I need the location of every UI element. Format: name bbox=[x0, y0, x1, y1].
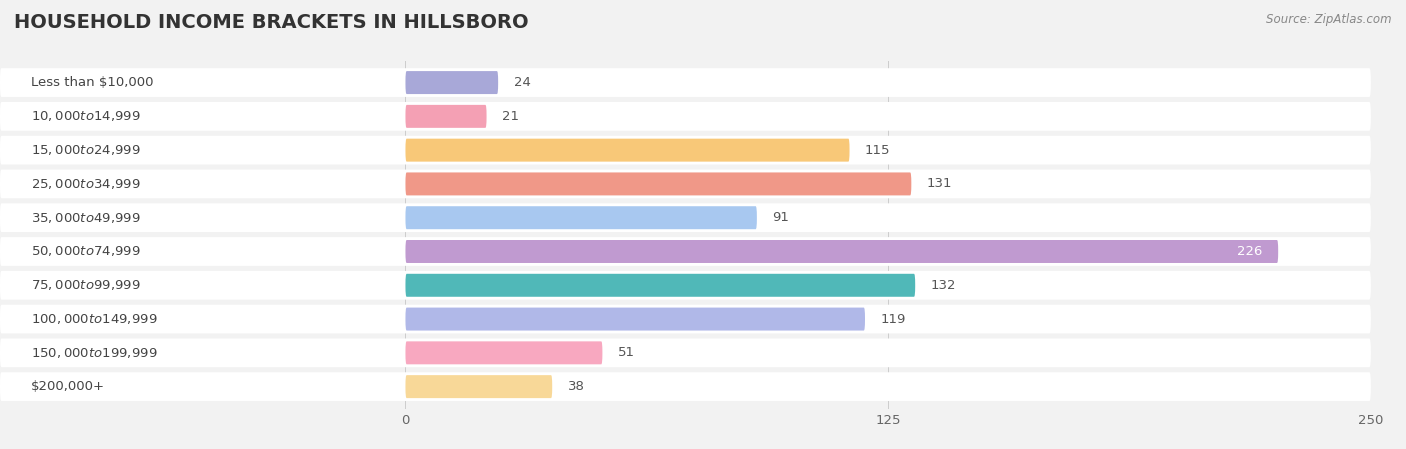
FancyBboxPatch shape bbox=[405, 341, 602, 364]
Text: 226: 226 bbox=[1237, 245, 1263, 258]
FancyBboxPatch shape bbox=[0, 339, 1371, 367]
Text: 91: 91 bbox=[772, 211, 789, 224]
FancyBboxPatch shape bbox=[405, 308, 865, 330]
FancyBboxPatch shape bbox=[0, 68, 1371, 97]
Text: 131: 131 bbox=[927, 177, 952, 190]
Text: HOUSEHOLD INCOME BRACKETS IN HILLSBORO: HOUSEHOLD INCOME BRACKETS IN HILLSBORO bbox=[14, 13, 529, 32]
FancyBboxPatch shape bbox=[405, 206, 756, 229]
Text: $200,000+: $200,000+ bbox=[31, 380, 105, 393]
Text: 132: 132 bbox=[931, 279, 956, 292]
FancyBboxPatch shape bbox=[405, 172, 911, 195]
Text: $25,000 to $34,999: $25,000 to $34,999 bbox=[31, 177, 141, 191]
Text: 38: 38 bbox=[568, 380, 585, 393]
Text: $35,000 to $49,999: $35,000 to $49,999 bbox=[31, 211, 141, 224]
FancyBboxPatch shape bbox=[0, 372, 1371, 401]
Text: 21: 21 bbox=[502, 110, 519, 123]
Text: $150,000 to $199,999: $150,000 to $199,999 bbox=[31, 346, 157, 360]
Text: $10,000 to $14,999: $10,000 to $14,999 bbox=[31, 110, 141, 123]
FancyBboxPatch shape bbox=[405, 274, 915, 297]
FancyBboxPatch shape bbox=[0, 271, 1371, 299]
Text: Less than $10,000: Less than $10,000 bbox=[31, 76, 153, 89]
FancyBboxPatch shape bbox=[405, 240, 1278, 263]
FancyBboxPatch shape bbox=[405, 105, 486, 128]
Text: Source: ZipAtlas.com: Source: ZipAtlas.com bbox=[1267, 13, 1392, 26]
Text: 115: 115 bbox=[865, 144, 890, 157]
FancyBboxPatch shape bbox=[0, 203, 1371, 232]
FancyBboxPatch shape bbox=[0, 102, 1371, 131]
Text: 119: 119 bbox=[880, 313, 905, 326]
Text: $15,000 to $24,999: $15,000 to $24,999 bbox=[31, 143, 141, 157]
Text: 51: 51 bbox=[617, 346, 636, 359]
FancyBboxPatch shape bbox=[0, 170, 1371, 198]
Text: $100,000 to $149,999: $100,000 to $149,999 bbox=[31, 312, 157, 326]
FancyBboxPatch shape bbox=[0, 305, 1371, 334]
FancyBboxPatch shape bbox=[405, 139, 849, 162]
Text: $50,000 to $74,999: $50,000 to $74,999 bbox=[31, 245, 141, 259]
Text: $75,000 to $99,999: $75,000 to $99,999 bbox=[31, 278, 141, 292]
FancyBboxPatch shape bbox=[405, 71, 498, 94]
FancyBboxPatch shape bbox=[405, 375, 553, 398]
Text: 24: 24 bbox=[513, 76, 530, 89]
FancyBboxPatch shape bbox=[0, 136, 1371, 164]
FancyBboxPatch shape bbox=[0, 237, 1371, 266]
